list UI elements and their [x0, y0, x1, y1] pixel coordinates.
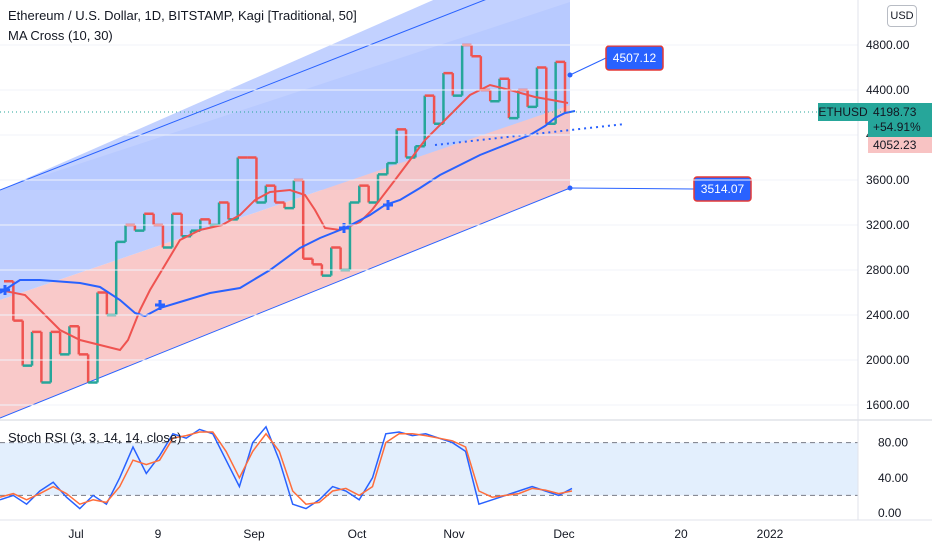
lower-annotation-leader	[569, 187, 695, 190]
last-price-badge-bg	[868, 103, 932, 137]
rsi-tick-label: 0.00	[878, 506, 902, 520]
ma-30-line	[0, 110, 576, 318]
price-tick-label: 2400.00	[866, 308, 910, 322]
ma-badge-bg	[868, 137, 932, 153]
rsi-k-line	[0, 425, 573, 510]
price-tick-label: 3200.00	[866, 218, 910, 232]
time-tick-label: Jul	[68, 527, 83, 541]
price-tick-label: 4800.00	[866, 38, 910, 52]
channel-lower-line	[0, 187, 571, 419]
price-pane[interactable]: 4507.12 3514.07	[0, 0, 858, 419]
price-tick-label: 2800.00	[866, 263, 910, 277]
symbol-badge-label: ETHUSD	[818, 105, 868, 119]
time-tick-label: Sep	[243, 527, 265, 541]
upper-annotation-leader	[569, 57, 607, 76]
price-badges: ETHUSD 4198.73+54.91% 4052.23	[818, 103, 932, 153]
ma-value-label: 4052.23	[873, 138, 917, 152]
time-tick-label: Dec	[553, 527, 574, 541]
ma-cross-marker	[383, 200, 393, 210]
projected-ma-line	[434, 123, 626, 146]
symbol-badge-bg	[818, 103, 868, 121]
change-label: +54.91%	[873, 120, 921, 134]
time-tick-label: Oct	[348, 527, 367, 541]
lower-channel-label-box[interactable]	[693, 176, 752, 202]
rsi-d-line	[0, 431, 573, 506]
price-tick-label: 4400.00	[866, 83, 910, 97]
lower-anchor-dot	[567, 185, 573, 191]
rsi-tick-label: 80.00	[878, 436, 908, 450]
stoch-rsi-pane[interactable]	[0, 425, 858, 510]
price-tick-label: 3600.00	[866, 173, 910, 187]
time-tick-label: 2022	[757, 527, 784, 541]
ma-indicator-label[interactable]: MA Cross (10, 30)	[8, 28, 113, 43]
lower-channel-label: 3514.07	[701, 182, 745, 196]
upper-channel-label: 4507.12	[613, 51, 657, 65]
upper-anchor-dot	[567, 72, 573, 78]
rsi-tick-label: 40.00	[878, 471, 908, 485]
currency-button[interactable]: USD	[887, 5, 917, 27]
ma-10-line	[0, 83, 569, 352]
rsi-title[interactable]: Stoch RSI (3, 3, 14, 14, close)	[8, 430, 182, 445]
rsi-band	[0, 442, 858, 496]
time-tick-label: Nov	[443, 527, 464, 541]
ma-cross-marker	[0, 285, 10, 295]
time-tick-label: 20	[674, 527, 688, 541]
last-price-label: 4198.73	[873, 105, 917, 119]
upper-channel-label-box[interactable]	[605, 45, 664, 71]
price-tick-label: 2000.00	[866, 353, 910, 367]
price-tick-label: 1600.00	[866, 398, 910, 412]
chart-title[interactable]: Ethereum / U.S. Dollar, 1D, BITSTAMP, Ka…	[8, 8, 357, 23]
time-tick-label: 9	[155, 527, 162, 541]
ma-cross-marker	[155, 300, 165, 310]
